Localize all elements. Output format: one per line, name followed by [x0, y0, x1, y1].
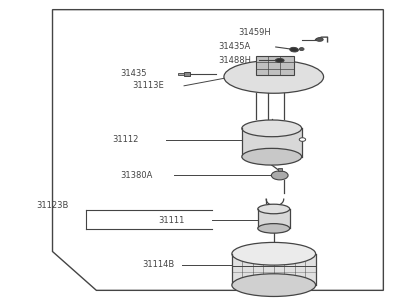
Text: 31380A: 31380A — [120, 171, 153, 180]
Ellipse shape — [242, 120, 302, 137]
Ellipse shape — [232, 242, 316, 265]
Text: 31459H: 31459H — [238, 28, 271, 37]
Ellipse shape — [271, 171, 288, 180]
Ellipse shape — [258, 204, 290, 214]
Ellipse shape — [299, 48, 304, 51]
Bar — [232, 254, 316, 285]
Ellipse shape — [224, 60, 324, 93]
Bar — [242, 128, 302, 157]
Ellipse shape — [299, 138, 306, 141]
Bar — [278, 168, 282, 171]
Text: 31488H: 31488H — [218, 56, 251, 65]
Bar — [178, 73, 184, 75]
Text: 31435A: 31435A — [218, 43, 250, 52]
Ellipse shape — [242, 148, 302, 165]
Ellipse shape — [275, 58, 284, 62]
Text: 31123B: 31123B — [36, 201, 69, 210]
Ellipse shape — [290, 47, 298, 52]
Text: 31112: 31112 — [112, 135, 139, 144]
Text: 31435: 31435 — [120, 69, 147, 78]
Ellipse shape — [316, 38, 323, 41]
Ellipse shape — [232, 274, 316, 296]
Ellipse shape — [258, 224, 290, 233]
Text: 31113E: 31113E — [132, 81, 164, 90]
Text: 31114B: 31114B — [142, 260, 174, 269]
Polygon shape — [52, 10, 383, 290]
Bar — [258, 209, 290, 228]
Bar — [184, 72, 190, 76]
FancyBboxPatch shape — [256, 56, 294, 75]
Text: 31111: 31111 — [158, 216, 184, 225]
